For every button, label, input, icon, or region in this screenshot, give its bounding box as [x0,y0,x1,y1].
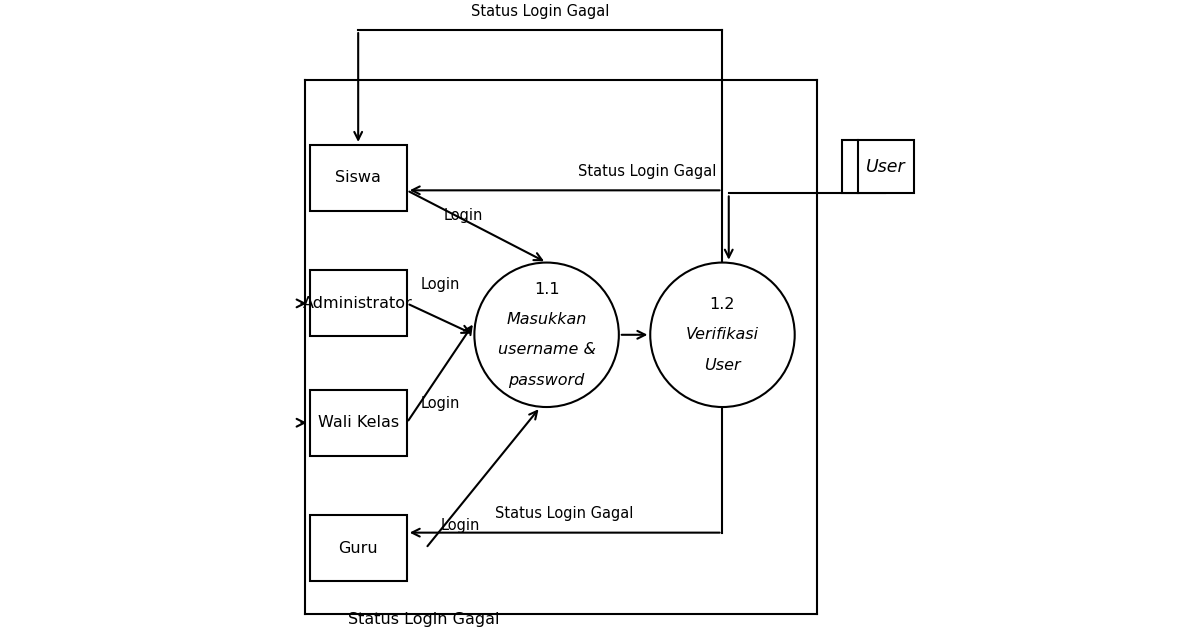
Text: Status Login Gagal: Status Login Gagal [578,164,716,179]
Circle shape [474,263,619,407]
Text: Siswa: Siswa [335,170,382,185]
Text: Verifikasi: Verifikasi [686,328,760,342]
Text: Guru: Guru [338,541,378,556]
Bar [842,140,914,193]
Text: Login: Login [421,277,461,292]
Text: Wali Kelas: Wali Kelas [318,415,398,430]
Text: password: password [509,373,584,388]
Bar [310,145,407,211]
Text: Administrator: Administrator [304,296,413,311]
Bar [310,515,407,581]
Text: Login: Login [421,396,461,411]
Text: Login: Login [440,518,480,532]
Text: 1.1: 1.1 [534,282,559,297]
Text: 1.2: 1.2 [709,297,736,312]
Text: Login: Login [444,208,484,223]
Bar [310,390,407,455]
Text: User: User [866,158,906,176]
Text: Masukkan: Masukkan [506,312,587,327]
Text: Status Login Gagal: Status Login Gagal [472,4,610,19]
Text: User: User [704,358,740,372]
Text: username &: username & [498,343,595,357]
Text: Status Login Gagal: Status Login Gagal [496,507,634,522]
Bar [310,270,407,336]
Circle shape [650,263,794,407]
Text: Status Login Gagal: Status Login Gagal [348,612,500,627]
